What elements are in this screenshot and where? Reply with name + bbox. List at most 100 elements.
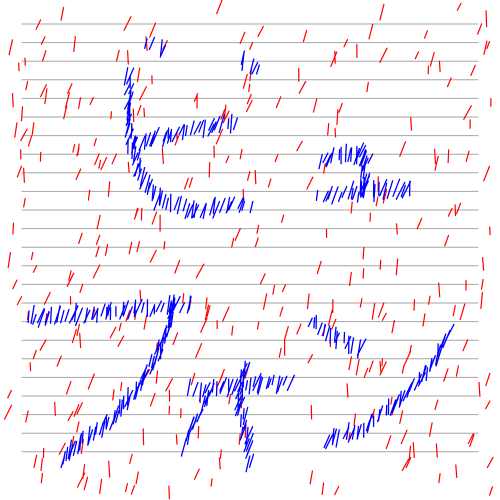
- glyph-tick: [139, 166, 146, 187]
- noise-dash: [379, 259, 382, 270]
- glyph-tick: [244, 426, 254, 445]
- noise-dash: [92, 264, 101, 279]
- glyph-tick: [245, 432, 254, 452]
- noise-dash: [321, 482, 325, 495]
- glyph-tick: [252, 376, 257, 387]
- glyph-tick: [67, 439, 73, 459]
- noise-dash: [334, 127, 337, 138]
- glyph-tick: [171, 294, 175, 311]
- noise-dash: [434, 399, 439, 411]
- glyph-tick: [123, 82, 131, 96]
- glyph-tick: [413, 373, 423, 391]
- noise-dash: [434, 155, 439, 171]
- noise-dash: [455, 365, 459, 377]
- glyph-tick: [331, 186, 339, 205]
- glyph-tick: [148, 353, 153, 368]
- glyph-tick: [239, 424, 247, 441]
- noise-dash: [231, 237, 235, 248]
- glyph-tick: [347, 180, 355, 200]
- noise-dash: [7, 252, 11, 269]
- noise-dash: [67, 83, 73, 94]
- glyph-tick: [347, 147, 352, 163]
- glyph-tick: [140, 376, 144, 392]
- noise-dash: [7, 389, 12, 399]
- noise-dash: [330, 51, 338, 68]
- noise-dash: [256, 321, 260, 330]
- glyph-tick: [209, 198, 216, 216]
- glyph-tick: [144, 174, 151, 193]
- glyph-tick: [138, 135, 146, 152]
- glyph-tick: [167, 127, 170, 139]
- noise-dash: [368, 23, 374, 40]
- noise-dash: [302, 29, 308, 43]
- noise-dash: [446, 77, 452, 88]
- noise-dash: [249, 41, 254, 51]
- noise-dash: [349, 271, 352, 287]
- glyph-tick: [91, 306, 95, 320]
- noise-dash: [115, 49, 120, 62]
- glyph-tick: [386, 180, 394, 200]
- noise-dash: [165, 378, 173, 392]
- noise-dash: [126, 50, 129, 65]
- noise-dash: [219, 368, 225, 382]
- noise-dash: [39, 84, 47, 98]
- glyph-tick: [140, 366, 148, 380]
- noise-dash: [254, 169, 257, 185]
- glyph-tick: [249, 200, 254, 214]
- noise-dash: [435, 443, 438, 458]
- glyph-tick: [271, 374, 275, 386]
- noise-dash: [323, 163, 326, 174]
- glyph-tick: [219, 377, 228, 395]
- glyph-tick: [145, 132, 152, 147]
- noise-dash: [316, 260, 322, 275]
- noise-dash: [8, 39, 14, 56]
- noise-dash: [447, 207, 453, 217]
- glyph-tick: [331, 428, 338, 445]
- glyph-tick: [133, 299, 137, 318]
- noise-dash: [247, 171, 251, 181]
- glyph-tick: [360, 165, 363, 179]
- glyph-tick: [376, 405, 384, 423]
- noise-dash: [379, 47, 388, 64]
- noise-dash: [195, 263, 205, 279]
- noise-dash: [33, 454, 38, 468]
- glyph-tick: [351, 185, 358, 200]
- noise-dash: [184, 177, 189, 190]
- noise-dash: [343, 38, 348, 48]
- noise-dash: [124, 483, 129, 493]
- glyph-tick: [204, 382, 211, 394]
- glyph-tick: [199, 382, 203, 402]
- noise-dash: [434, 148, 437, 165]
- glyph-tick: [256, 375, 262, 394]
- glyph-tick: [241, 52, 245, 72]
- noise-dash: [459, 303, 466, 320]
- glyph-tick: [122, 300, 129, 317]
- noise-dash: [456, 202, 462, 215]
- glyph-tick: [162, 131, 167, 142]
- noise-dash: [309, 470, 313, 485]
- noise-dash: [40, 472, 44, 484]
- noise-dash: [12, 279, 18, 290]
- noise-dash: [76, 402, 83, 415]
- glyph-tick: [436, 344, 442, 358]
- noise-dash: [438, 282, 441, 298]
- noise-dash: [108, 460, 111, 478]
- glyph-tick: [169, 128, 173, 143]
- noise-dash: [25, 80, 29, 91]
- noise-dash: [218, 457, 221, 470]
- glyph-tick: [408, 378, 415, 392]
- glyph-tick: [32, 314, 37, 325]
- glyph-tick: [127, 306, 133, 320]
- glyph-tick: [325, 152, 333, 168]
- glyph-tick: [134, 298, 143, 315]
- noise-dash: [151, 211, 158, 225]
- glyph-tick: [313, 317, 316, 329]
- glyph-tick: [49, 306, 53, 324]
- glyph-tick: [172, 295, 181, 312]
- noise-dash: [44, 88, 48, 105]
- noise-dash: [174, 135, 180, 146]
- noise-dash: [443, 368, 449, 382]
- noise-dash: [239, 31, 246, 45]
